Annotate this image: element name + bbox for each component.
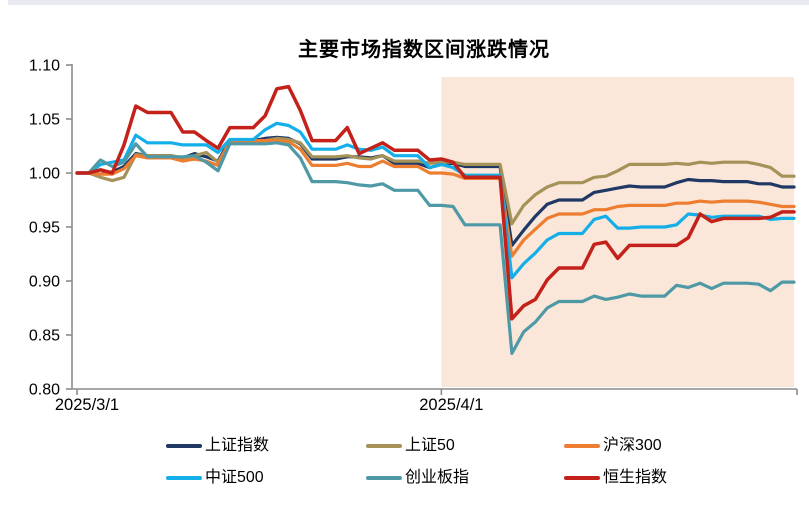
legend-swatch-hang-seng	[564, 475, 600, 481]
highlight-region-april	[441, 77, 794, 387]
legend-item-sse-composite: 上证指数	[166, 438, 269, 454]
y-axis-label: 0.85	[29, 328, 60, 345]
legend-item-chinext: 创业板指	[366, 470, 469, 486]
legend-label-sse50: 上证50	[405, 437, 455, 454]
chart-title: 主要市场指数区间涨跌情况	[298, 39, 550, 61]
x-axis-label: 2025/4/1	[419, 396, 483, 414]
legend-label-sse-composite: 上证指数	[205, 437, 270, 454]
legend-label-csi300: 沪深300	[603, 437, 662, 454]
y-axis-label: 1.05	[29, 112, 60, 129]
window-top-strip	[8, 0, 809, 5]
legend-swatch-csi500	[166, 475, 202, 481]
series-line-chinext	[75, 141, 796, 355]
y-axis-label: 0.80	[29, 382, 60, 399]
legend-swatch-sse50	[366, 443, 402, 449]
legend-item-hang-seng: 恒生指数	[564, 470, 667, 486]
legend-item-csi300: 沪深300	[564, 438, 662, 454]
legend-label-csi500: 中证500	[205, 469, 264, 486]
x-axis-label: 2025/3/1	[55, 396, 119, 414]
legend-swatch-csi300	[564, 443, 600, 449]
y-axis-label: 1.10	[29, 58, 60, 75]
legend-swatch-chinext	[366, 475, 402, 481]
legend-label-chinext: 创业板指	[405, 469, 470, 486]
series-line-hang-seng	[75, 84, 796, 321]
y-axis-label: 1.00	[29, 166, 60, 183]
y-axis-label: 0.90	[29, 274, 60, 291]
y-axis-label: 0.95	[29, 220, 60, 237]
legend-item-sse50: 上证50	[366, 438, 455, 454]
legend-swatch-sse-composite	[166, 443, 202, 449]
legend-label-hang-seng: 恒生指数	[603, 469, 668, 486]
series-line-csi300	[75, 139, 796, 258]
series-line-csi500	[75, 121, 796, 280]
legend-item-csi500: 中证500	[166, 470, 264, 486]
